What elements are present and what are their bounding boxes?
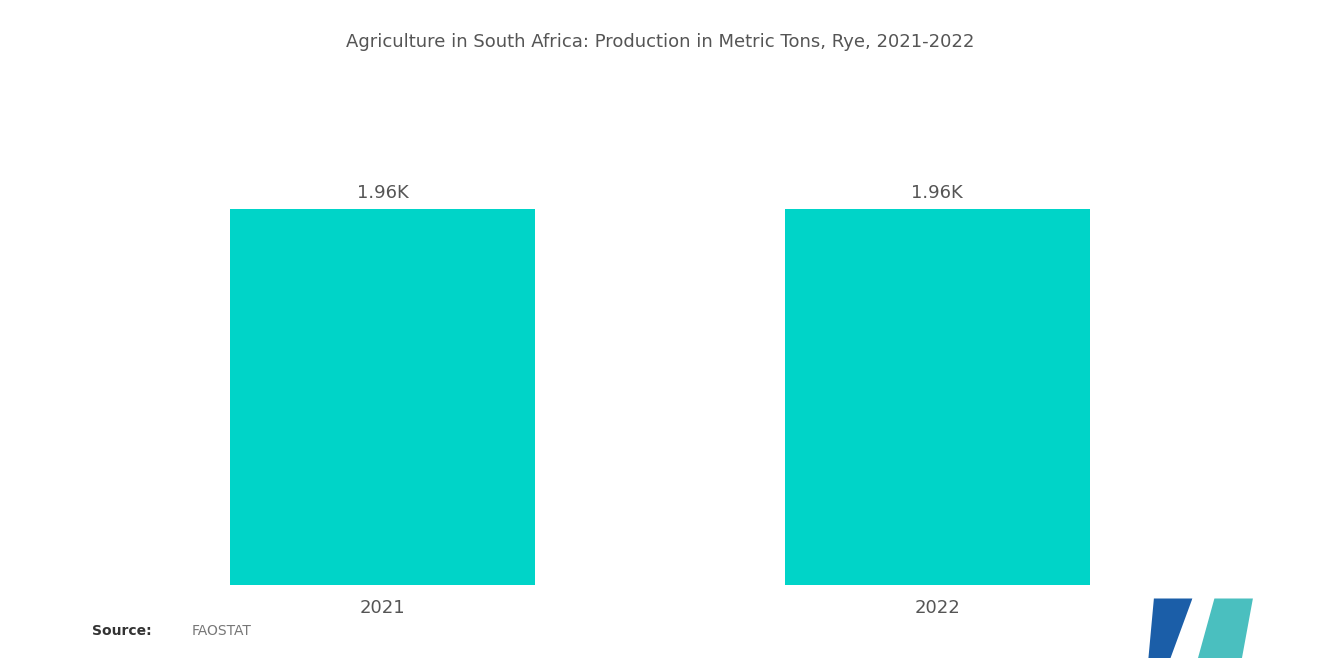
Polygon shape [1148,598,1192,658]
Text: 1.96K: 1.96K [356,184,409,201]
Text: 1.96K: 1.96K [911,184,964,201]
Bar [231,209,536,585]
Polygon shape [1171,598,1214,658]
Polygon shape [1199,598,1253,658]
Bar [785,209,1090,585]
Text: FAOSTAT: FAOSTAT [191,624,251,638]
Text: Source:: Source: [92,624,152,638]
Text: Agriculture in South Africa: Production in Metric Tons, Rye, 2021-2022: Agriculture in South Africa: Production … [346,33,974,51]
